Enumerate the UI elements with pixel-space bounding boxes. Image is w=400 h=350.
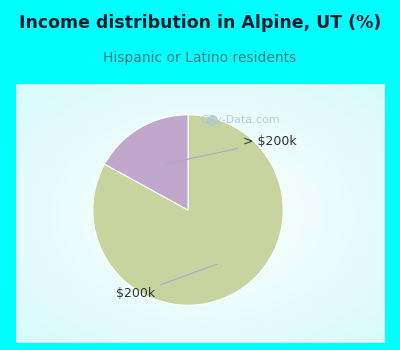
Text: Hispanic or Latino residents: Hispanic or Latino residents [103, 51, 297, 65]
Wedge shape [93, 115, 283, 305]
Text: $200k: $200k [116, 264, 217, 300]
Text: Income distribution in Alpine, UT (%): Income distribution in Alpine, UT (%) [19, 14, 381, 32]
Text: > $200k: > $200k [164, 135, 297, 164]
Wedge shape [104, 115, 188, 210]
Text: City-Data.com: City-Data.com [200, 114, 280, 125]
